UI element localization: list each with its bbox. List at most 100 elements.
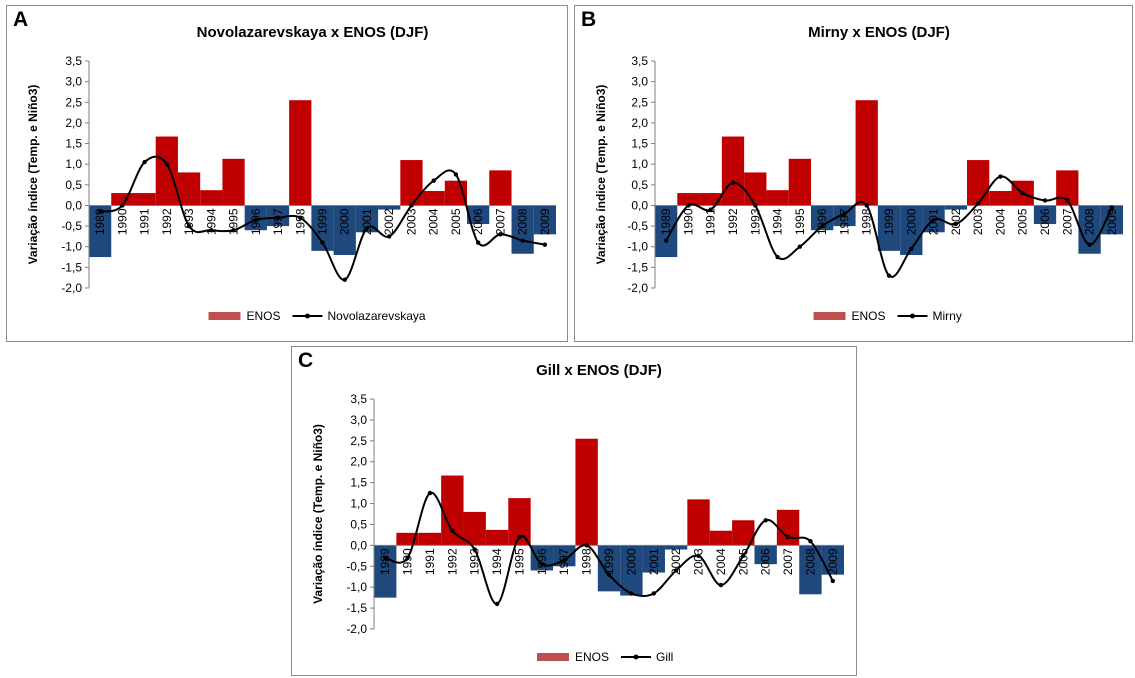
line-point-2008 bbox=[1087, 242, 1092, 247]
line-point-1994 bbox=[494, 601, 500, 607]
y-tick-label: 2,5 bbox=[65, 95, 82, 109]
bar-2000 bbox=[620, 545, 643, 596]
y-tick-label: 2,0 bbox=[65, 116, 82, 130]
y-tick-label: 0,0 bbox=[65, 198, 82, 212]
line-point-1992 bbox=[164, 161, 170, 167]
x-tick-label: 2006 bbox=[1038, 208, 1052, 235]
x-tick-label: 2004 bbox=[714, 548, 728, 575]
bar-2006 bbox=[754, 545, 777, 565]
x-tick-label: 2006 bbox=[471, 208, 485, 235]
bar-1992 bbox=[155, 136, 178, 206]
line-point-1995 bbox=[517, 534, 522, 540]
bar-1994 bbox=[766, 190, 789, 206]
line-point-1996 bbox=[539, 561, 545, 567]
bar-1993 bbox=[463, 511, 486, 546]
x-tick-label: 1989 bbox=[378, 548, 392, 575]
line-point-2008 bbox=[808, 538, 813, 544]
line-point-1995 bbox=[231, 228, 236, 233]
y-tick-label: 1,5 bbox=[65, 137, 82, 151]
line-point-2003 bbox=[975, 201, 981, 206]
y-tick-label: 0,0 bbox=[631, 198, 648, 212]
bar-1989 bbox=[374, 545, 397, 598]
x-tick-label: 2005 bbox=[1016, 208, 1030, 235]
y-tick-label: -1,5 bbox=[346, 601, 367, 615]
x-tick-label: 2000 bbox=[904, 208, 918, 235]
line-point-1992 bbox=[730, 180, 736, 185]
line-point-2007 bbox=[498, 232, 503, 237]
bar-1990 bbox=[677, 193, 700, 206]
line-point-1991 bbox=[708, 207, 713, 212]
line-point-1993 bbox=[472, 547, 477, 552]
chart-panel-c: C Gill x ENOS (DJF) Variação índice (Temp… bbox=[291, 346, 857, 676]
bar-1998 bbox=[289, 100, 312, 206]
line-point-1991 bbox=[142, 159, 147, 165]
y-tick-label: 0,0 bbox=[350, 538, 367, 552]
y-tick-label: 2,0 bbox=[350, 455, 367, 469]
y-tick-label: -1,0 bbox=[61, 240, 82, 254]
bar-2004 bbox=[989, 191, 1012, 206]
line-point-2007 bbox=[1065, 198, 1070, 203]
legend-label-line: Gill bbox=[656, 650, 673, 664]
line-point-2009 bbox=[542, 242, 548, 247]
bar-1995 bbox=[788, 158, 811, 206]
x-tick-label: 2003 bbox=[404, 208, 418, 235]
bar-1993 bbox=[177, 172, 201, 206]
x-tick-label: 1999 bbox=[316, 208, 330, 235]
legend-swatch-enos bbox=[537, 653, 569, 661]
bar-1995 bbox=[508, 498, 531, 546]
bar-2007 bbox=[489, 170, 512, 206]
bar-1996 bbox=[811, 205, 834, 231]
line-point-2008 bbox=[520, 238, 525, 243]
y-tick-label: 3,5 bbox=[65, 54, 82, 68]
line-point-1989 bbox=[663, 238, 669, 243]
x-tick-label: 1993 bbox=[182, 208, 196, 235]
x-tick-label: 2007 bbox=[1060, 208, 1074, 235]
x-tick-label: 1993 bbox=[748, 208, 762, 235]
y-axis-label: Variação índice (Temp. e Niño3) bbox=[594, 85, 608, 265]
bar-1994 bbox=[485, 529, 509, 546]
bar-1997 bbox=[553, 545, 576, 567]
line-point-1999 bbox=[320, 240, 325, 245]
line-point-2005 bbox=[453, 172, 459, 177]
line-point-2004 bbox=[718, 582, 724, 588]
x-tick-label: 1999 bbox=[882, 208, 896, 235]
line-point-1991 bbox=[427, 490, 433, 496]
legend-swatch-marker bbox=[910, 313, 915, 319]
line-point-1993 bbox=[753, 203, 758, 208]
line-point-2001 bbox=[651, 591, 656, 596]
line-point-1992 bbox=[450, 528, 455, 533]
panel-label: B bbox=[581, 8, 597, 31]
y-tick-label: -1,5 bbox=[61, 260, 82, 274]
legend-label-enos: ENOS bbox=[575, 650, 609, 664]
x-tick-label: 1989 bbox=[659, 208, 673, 235]
line-point-1997 bbox=[275, 215, 281, 221]
x-tick-label: 2009 bbox=[538, 208, 552, 235]
x-tick-label: 1990 bbox=[681, 208, 695, 235]
y-tick-label: 0,5 bbox=[65, 178, 82, 192]
bar-2004 bbox=[709, 530, 733, 546]
line-point-2006 bbox=[475, 240, 481, 245]
chart-svg: Mirny x ENOS (DJF) Variação índice (Temp.… bbox=[594, 24, 1123, 323]
line-point-2005 bbox=[1020, 190, 1025, 196]
bar-2004 bbox=[422, 191, 445, 206]
line-point-2000 bbox=[342, 277, 347, 282]
x-tick-label: 2002 bbox=[382, 208, 396, 235]
y-tick-label: 3,5 bbox=[631, 54, 648, 68]
bar-1993 bbox=[744, 172, 767, 206]
bar-2002 bbox=[944, 205, 967, 210]
line-point-2002 bbox=[953, 221, 959, 227]
x-tick-label: 2007 bbox=[781, 548, 795, 575]
x-tick-label: 2007 bbox=[493, 208, 507, 235]
y-tick-label: 3,0 bbox=[631, 75, 648, 89]
x-tick-label: 1996 bbox=[535, 548, 549, 575]
x-tick-label: 1995 bbox=[512, 548, 526, 575]
panel-label: C bbox=[298, 349, 314, 372]
line-point-1999 bbox=[886, 273, 892, 278]
x-tick-label: 1992 bbox=[160, 208, 174, 235]
x-tick-label: 2006 bbox=[759, 548, 773, 575]
legend-swatch-enos bbox=[208, 312, 241, 320]
chart-title: Mirny x ENOS (DJF) bbox=[808, 24, 950, 41]
line-point-2002 bbox=[387, 234, 392, 239]
bar-1999 bbox=[311, 205, 334, 251]
line-point-2000 bbox=[909, 246, 914, 251]
